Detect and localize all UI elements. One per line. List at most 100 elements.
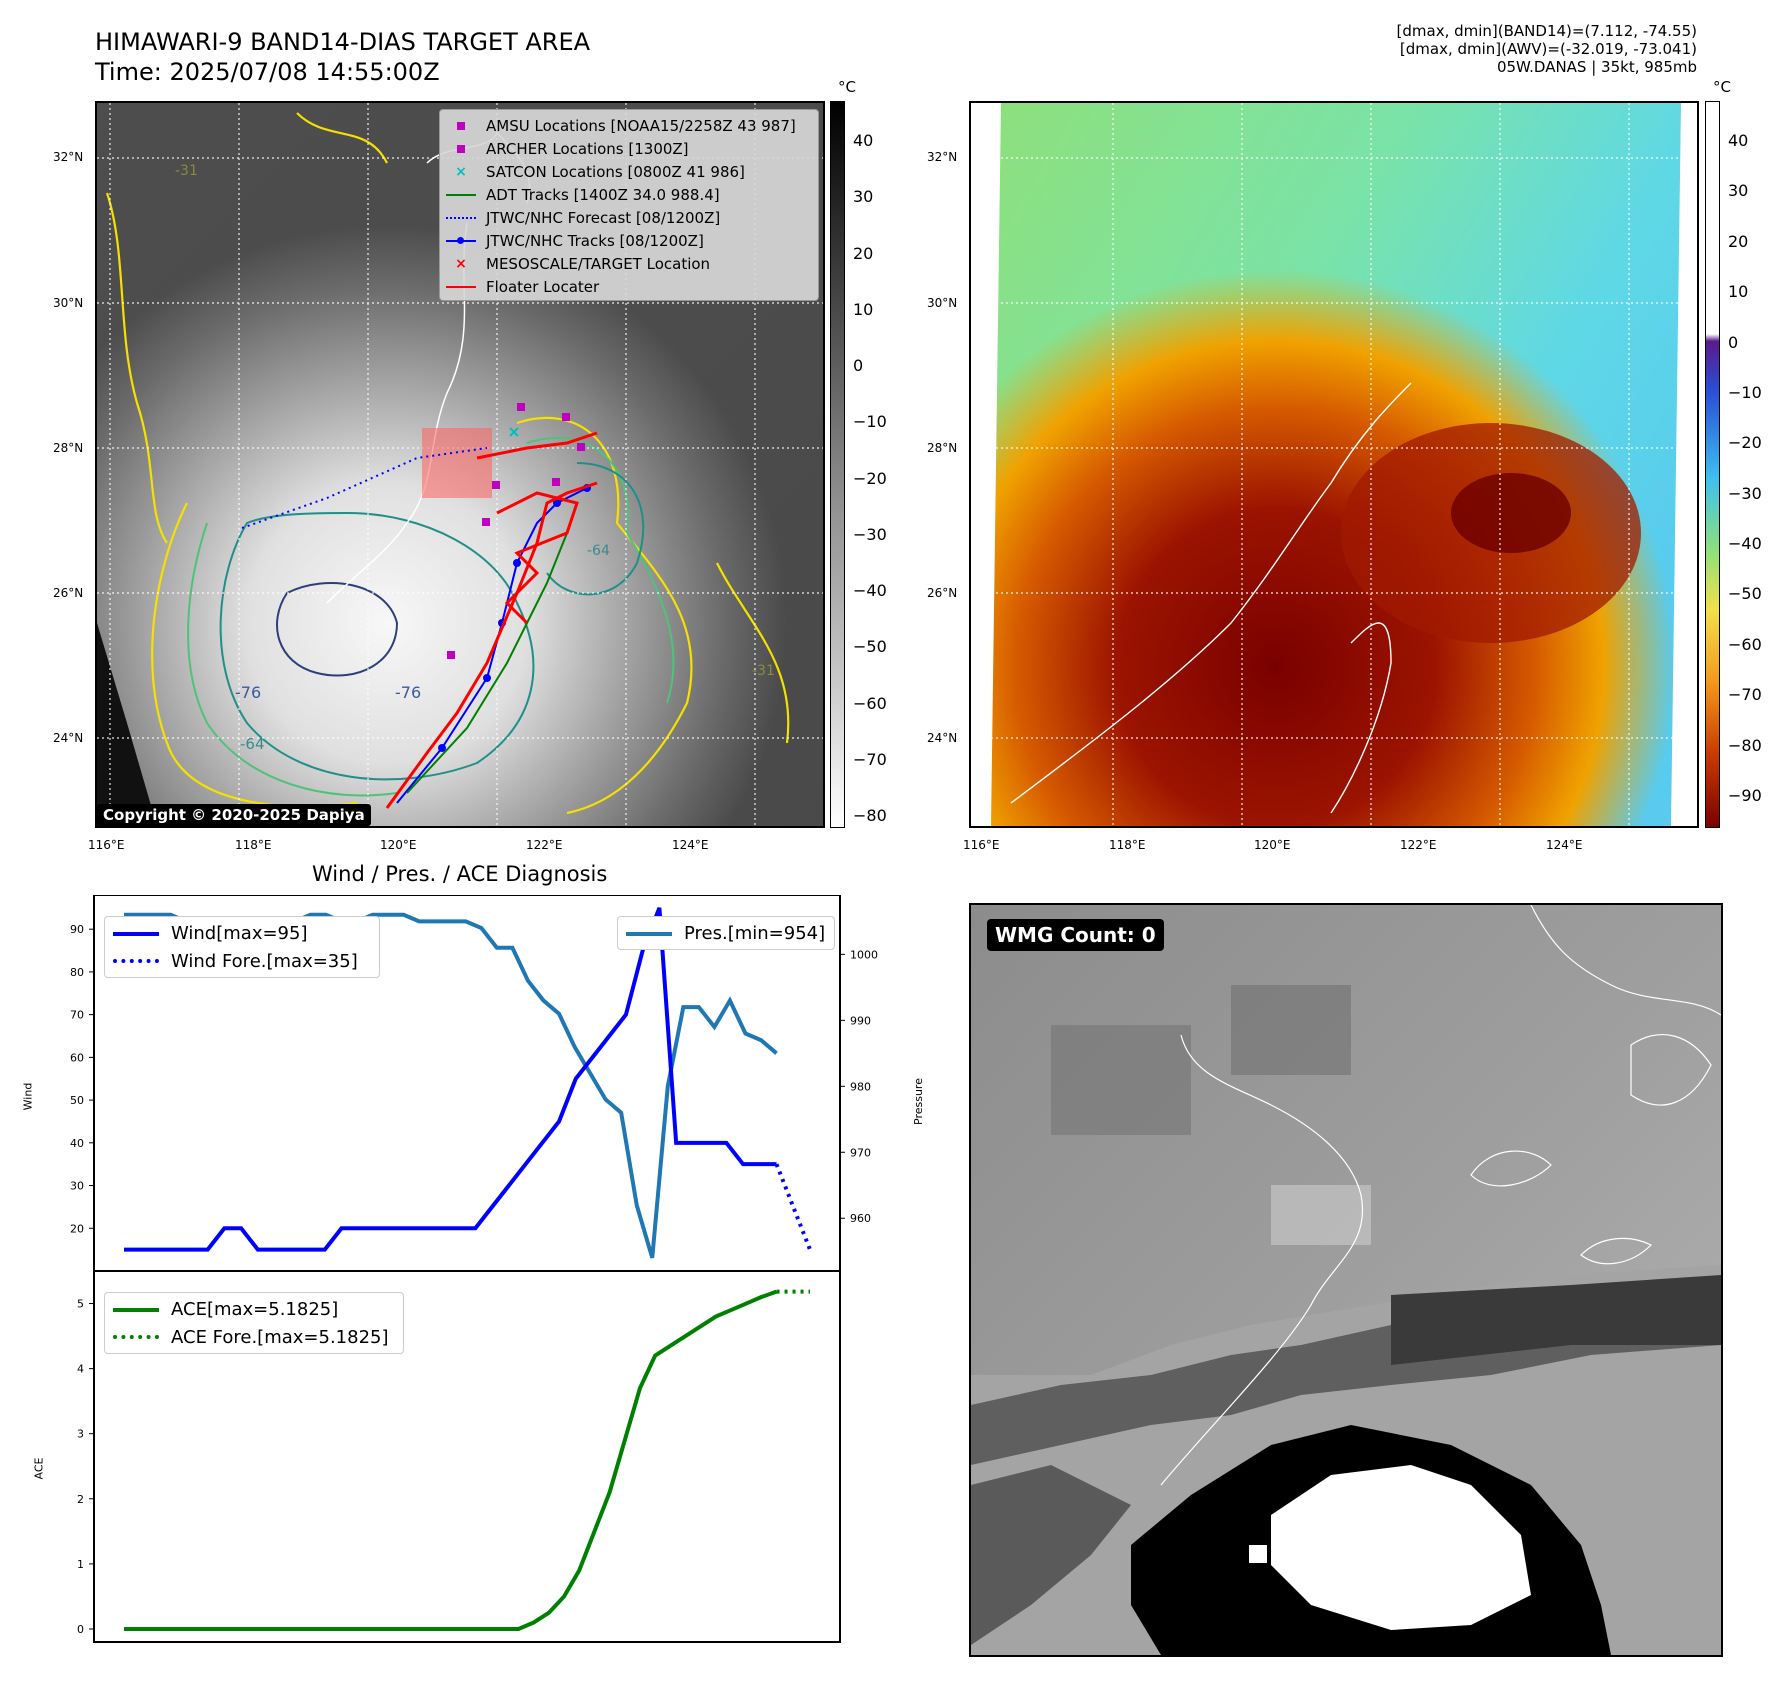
legend-item-ace: ACE[max=5.1825] — [113, 1295, 395, 1323]
wind-tick-label: 80 — [70, 966, 84, 979]
pressure-tick-label: 1000 — [850, 948, 878, 961]
pressure-axis-label: Pressure — [911, 1078, 925, 1125]
ir-copyright: Copyright © 2020-2025 Dapiya — [97, 804, 371, 826]
awv-map-image — [971, 103, 1697, 826]
legend-label: Pres.[min=954] — [684, 922, 826, 944]
legend-item-wind-fore: Wind Fore.[max=35] — [113, 947, 371, 975]
wind-legend: Wind[max=95] Wind Fore.[max=35] — [104, 916, 380, 978]
colorbar-tick-label: −90 — [1728, 786, 1762, 805]
colorbar-tick-label: −60 — [1728, 634, 1762, 654]
lat-label: 24°N — [53, 731, 84, 745]
pressure-tick-label: 980 — [850, 1080, 871, 1093]
lon-label: 120°E — [1254, 838, 1291, 852]
colorbar-tick-label: 20 — [1728, 231, 1749, 251]
colorbar-tick-label: 10 — [853, 299, 874, 319]
contour-label: -31 — [752, 663, 775, 679]
contour-label: -76 — [235, 683, 262, 702]
awv-colorbar-ticks: 40 30 20 10 0 −10 −20 −30 −40 −50 −60 −70 −80 −90 — [1728, 101, 1788, 828]
ir-colorbar-unit: °C — [838, 78, 856, 96]
info-band14-range: [dmax, dmin](BAND14)=(7.112, -74.55) — [1396, 22, 1697, 40]
colorbar-tick-label: −40 — [853, 581, 887, 600]
ace-tick-label: 0 — [77, 1623, 84, 1636]
pressure-legend: Pres.[min=954] — [617, 916, 835, 950]
lon-label: 118°E — [1109, 838, 1146, 852]
lon-label: 122°E — [526, 838, 563, 852]
legend-item-tracks: JTWC/NHC Tracks [08/1200Z] — [446, 229, 812, 252]
ace-tick-label: 4 — [77, 1363, 84, 1376]
lat-label: 30°N — [927, 296, 958, 310]
lon-label: 118°E — [235, 838, 272, 852]
legend-item-pres: Pres.[min=954] — [626, 919, 826, 947]
line-marker-icon — [446, 279, 476, 295]
legend-item-satcon: × SATCON Locations [0800Z 41 986] — [446, 160, 812, 183]
awv-colorbar-unit: °C — [1713, 78, 1731, 96]
ace-tick-label: 5 — [77, 1298, 84, 1311]
solid-line-icon — [113, 928, 159, 938]
colorbar-tick-label: −10 — [853, 412, 887, 432]
colorbar-tick-label: 40 — [1728, 131, 1749, 150]
colorbar-tick-label: 0 — [853, 356, 864, 375]
legend-item-ace-fore: ACE Fore.[max=5.1825] — [113, 1323, 395, 1351]
legend-label: ACE[max=5.1825] — [171, 1298, 339, 1320]
legend-label: JTWC/NHC Tracks [08/1200Z] — [486, 231, 704, 250]
dotted-line-icon — [113, 956, 159, 966]
lat-label: 30°N — [53, 296, 84, 310]
ir-legend: AMSU Locations [NOAA15/2258Z 43 987] ARC… — [439, 109, 819, 301]
legend-item-forecast: JTWC/NHC Forecast [08/1200Z] — [446, 206, 812, 229]
colorbar-tick-label: −80 — [1728, 735, 1762, 755]
figure-title: HIMAWARI-9 BAND14-DIAS TARGET AREA — [95, 28, 591, 56]
lat-label: 24°N — [927, 731, 958, 745]
solid-line-icon — [626, 928, 672, 938]
colorbar-tick-label: −50 — [1728, 584, 1762, 604]
legend-item-target: × MESOSCALE/TARGET Location — [446, 252, 812, 275]
legend-label: JTWC/NHC Forecast [08/1200Z] — [486, 208, 721, 227]
lat-label: 26°N — [53, 586, 84, 600]
legend-item-amsu: AMSU Locations [NOAA15/2258Z 43 987] — [446, 114, 812, 137]
lon-label: 116°E — [88, 838, 125, 852]
lat-label: 28°N — [927, 441, 958, 455]
ace-series-line — [124, 1289, 778, 1631]
legend-item-adt: ADT Tracks [1400Z 34.0 988.4] — [446, 183, 812, 206]
square-marker-icon — [446, 141, 476, 157]
dotted-line-marker-icon — [446, 210, 476, 226]
line-marker-icon — [446, 187, 476, 203]
contour-label: -31 — [175, 163, 198, 179]
wind-tick-label: 90 — [70, 923, 84, 936]
info-block: [dmax, dmin](BAND14)=(7.112, -74.55) [dm… — [1397, 22, 1697, 76]
colorbar-tick-label: −80 — [853, 806, 887, 825]
colorbar-tick-label: −10 — [1728, 382, 1762, 402]
pressure-tick-label: 960 — [850, 1212, 871, 1225]
colorbar-tick-label: −30 — [1728, 483, 1762, 503]
lon-label: 124°E — [672, 838, 709, 852]
ace-axes-frame — [93, 1270, 841, 1643]
colorbar-tick-label: −20 — [1728, 433, 1762, 453]
colorbar-tick-label: 30 — [1728, 181, 1749, 201]
figure-time: Time: 2025/07/08 14:55:00Z — [95, 58, 440, 86]
colorbar-tick-label: −40 — [1728, 534, 1762, 554]
colorbar-tick-label: −20 — [853, 468, 887, 488]
wind-tick-label: 40 — [70, 1137, 84, 1150]
awv-map-panel — [969, 101, 1699, 828]
legend-label: ADT Tracks [1400Z 34.0 988.4] — [486, 185, 720, 204]
colorbar-tick-label: −70 — [853, 749, 887, 769]
ace-legend: ACE[max=5.1825] ACE Fore.[max=5.1825] — [104, 1292, 404, 1354]
colorbar-tick-label: −30 — [853, 524, 887, 544]
lon-label: 124°E — [1546, 838, 1583, 852]
square-marker-icon — [446, 118, 476, 134]
colorbar-tick-label: −60 — [853, 693, 887, 713]
legend-label: Wind[max=95] — [171, 922, 308, 944]
lat-label: 26°N — [927, 586, 958, 600]
legend-label: SATCON Locations [0800Z 41 986] — [486, 162, 745, 181]
wind-tick-label: 60 — [70, 1051, 84, 1064]
solid-line-icon — [113, 1304, 159, 1314]
contour-label: -76 — [395, 683, 422, 702]
legend-label: MESOSCALE/TARGET Location — [486, 254, 711, 273]
pressure-tick-label: 970 — [850, 1146, 871, 1159]
wind-tick-label: 20 — [70, 1222, 84, 1235]
ir-map-panel: Copyright © 2020-2025 Dapiya -31 -76 -76… — [95, 101, 825, 828]
lon-label: 116°E — [963, 838, 1000, 852]
wind-series-line — [124, 907, 777, 1252]
info-storm: 05W.DANAS | 35kt, 985mb — [1496, 58, 1697, 76]
legend-item-floater: Floater Locater — [446, 275, 812, 298]
legend-label: Wind Fore.[max=35] — [171, 950, 358, 972]
